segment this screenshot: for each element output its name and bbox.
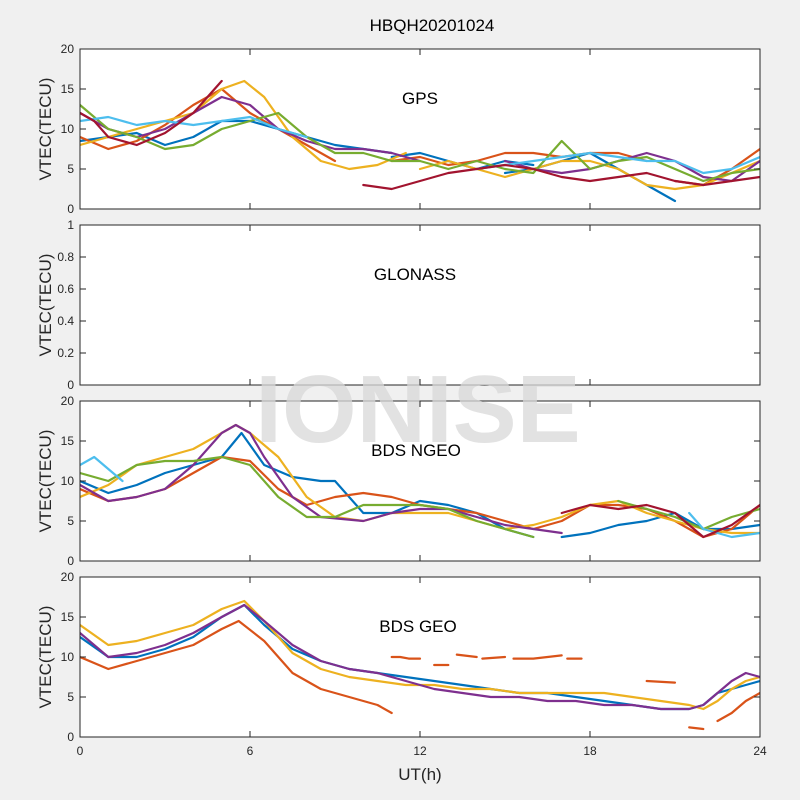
panel-gps: 0 5 10 15 20 VTEC(TECU) GPS — [36, 42, 761, 216]
y-tick-label-glonass-3: 0.6 — [57, 282, 74, 296]
y-tick-label-bds-ngeo-3: 15 — [61, 434, 75, 448]
x-tick-label-bds-geo-3: 18 — [583, 744, 597, 758]
series-line-bds-ngeo-4 — [80, 423, 563, 535]
y-tick-label-glonass-0: 0 — [67, 378, 74, 392]
y-tick-label-gps-3: 15 — [61, 82, 75, 96]
y-tick-label-glonass-1: 0.2 — [57, 346, 74, 360]
panel-bds-geo: 0 5 10 15 20 0 6 12 18 24 VTEC(TECU) BDS GEO — [36, 570, 767, 758]
series-line-gps-15 — [362, 163, 760, 191]
plot-area-bds-geo — [80, 577, 760, 737]
figure-title: HBQH20201024 — [370, 16, 495, 35]
y-tick-label-bds-ngeo-4: 20 — [61, 394, 75, 408]
series-line-bds-geo-10 — [716, 691, 760, 723]
panel-label-glonass: GLONASS — [374, 265, 456, 284]
panel-label-bds-geo: BDS GEO — [379, 617, 456, 636]
series-line-bds-ngeo-7 — [80, 455, 124, 483]
x-tick-label-bds-geo-1: 6 — [247, 744, 254, 758]
y-axis-label-gps: VTEC(TECU) — [36, 78, 55, 181]
series-line-gps-6 — [80, 79, 407, 171]
y-tick-label-gps-2: 10 — [61, 122, 75, 136]
panel-label-gps: GPS — [402, 89, 438, 108]
series-line-bds-geo-6 — [512, 654, 563, 660]
series-line-gps-12 — [80, 115, 308, 139]
y-axis-label-glonass: VTEC(TECU) — [36, 254, 55, 357]
series-line-gps-4 — [390, 151, 648, 167]
watermark-ionise: IONISE — [255, 356, 580, 463]
y-tick-label-glonass-2: 0.4 — [57, 314, 74, 328]
y-tick-label-glonass-5: 1 — [67, 218, 74, 232]
series-line-bds-geo-1 — [80, 619, 393, 715]
series-line-gps-13 — [475, 151, 760, 175]
x-tick-label-bds-geo-4: 24 — [753, 744, 767, 758]
panels: 0 5 10 15 20 VTEC(TECU) GPS 0 0.2 0.4 0.6 0.8 1 VTEC(… — [36, 42, 767, 758]
series-line-bds-geo-12 — [80, 603, 760, 711]
series-line-bds-ngeo-3 — [80, 423, 760, 535]
y-axis-label-bds-ngeo: VTEC(TECU) — [36, 430, 55, 533]
series-group-gps — [80, 79, 760, 203]
series-line-bds-ngeo-5 — [80, 455, 535, 539]
y-tick-label-bds-geo-0: 0 — [67, 730, 74, 744]
series-line-bds-geo-4 — [455, 653, 478, 659]
x-tick-label-bds-geo-2: 12 — [413, 744, 427, 758]
series-group-bds-geo — [80, 599, 760, 731]
y-tick-label-glonass-4: 0.8 — [57, 250, 74, 264]
series-line-bds-ngeo-9 — [560, 503, 760, 539]
x-tick-label-bds-geo-0: 0 — [77, 744, 84, 758]
plot-area-bds-ngeo — [80, 401, 760, 561]
series-line-gps-14 — [80, 79, 223, 147]
y-tick-label-bds-ngeo-0: 0 — [67, 554, 74, 568]
series-line-bds-geo-8 — [645, 679, 677, 684]
x-axis-label: UT(h) — [398, 765, 441, 784]
y-tick-label-bds-ngeo-1: 5 — [67, 514, 74, 528]
y-tick-label-bds-geo-1: 5 — [67, 690, 74, 704]
plot-area-gps — [80, 49, 760, 209]
series-line-bds-geo-5 — [481, 655, 507, 660]
y-tick-label-gps-1: 5 — [67, 162, 74, 176]
y-axis-label-bds-geo: VTEC(TECU) — [36, 606, 55, 709]
series-line-bds-geo-2 — [390, 655, 422, 660]
series-line-gps-9 — [503, 151, 760, 183]
panel-glonass: 0 0.2 0.4 0.6 0.8 1 VTEC(TECU) GLONASS — [36, 218, 761, 392]
series-line-bds-ngeo-8 — [688, 511, 760, 539]
y-tick-label-gps-0: 0 — [67, 202, 74, 216]
y-tick-label-bds-geo-4: 20 — [61, 570, 75, 584]
panel-label-bds-ngeo: BDS NGEO — [371, 441, 461, 460]
plot-area-glonass — [80, 225, 760, 385]
series-line-gps-0 — [80, 119, 393, 155]
series-line-bds-ngeo-0 — [80, 431, 535, 539]
series-group-bds-ngeo — [80, 423, 760, 539]
series-line-gps-11 — [475, 139, 760, 183]
y-tick-label-bds-geo-3: 15 — [61, 610, 75, 624]
y-tick-label-gps-4: 20 — [61, 42, 75, 56]
y-tick-label-bds-geo-2: 10 — [61, 650, 75, 664]
y-tick-label-bds-ngeo-2: 10 — [61, 474, 75, 488]
series-line-bds-geo-9 — [688, 726, 705, 731]
panel-bds-ngeo: 0 5 10 15 20 VTEC(TECU) BDS NGEO — [36, 394, 761, 568]
series-line-bds-ngeo-6 — [617, 499, 760, 531]
